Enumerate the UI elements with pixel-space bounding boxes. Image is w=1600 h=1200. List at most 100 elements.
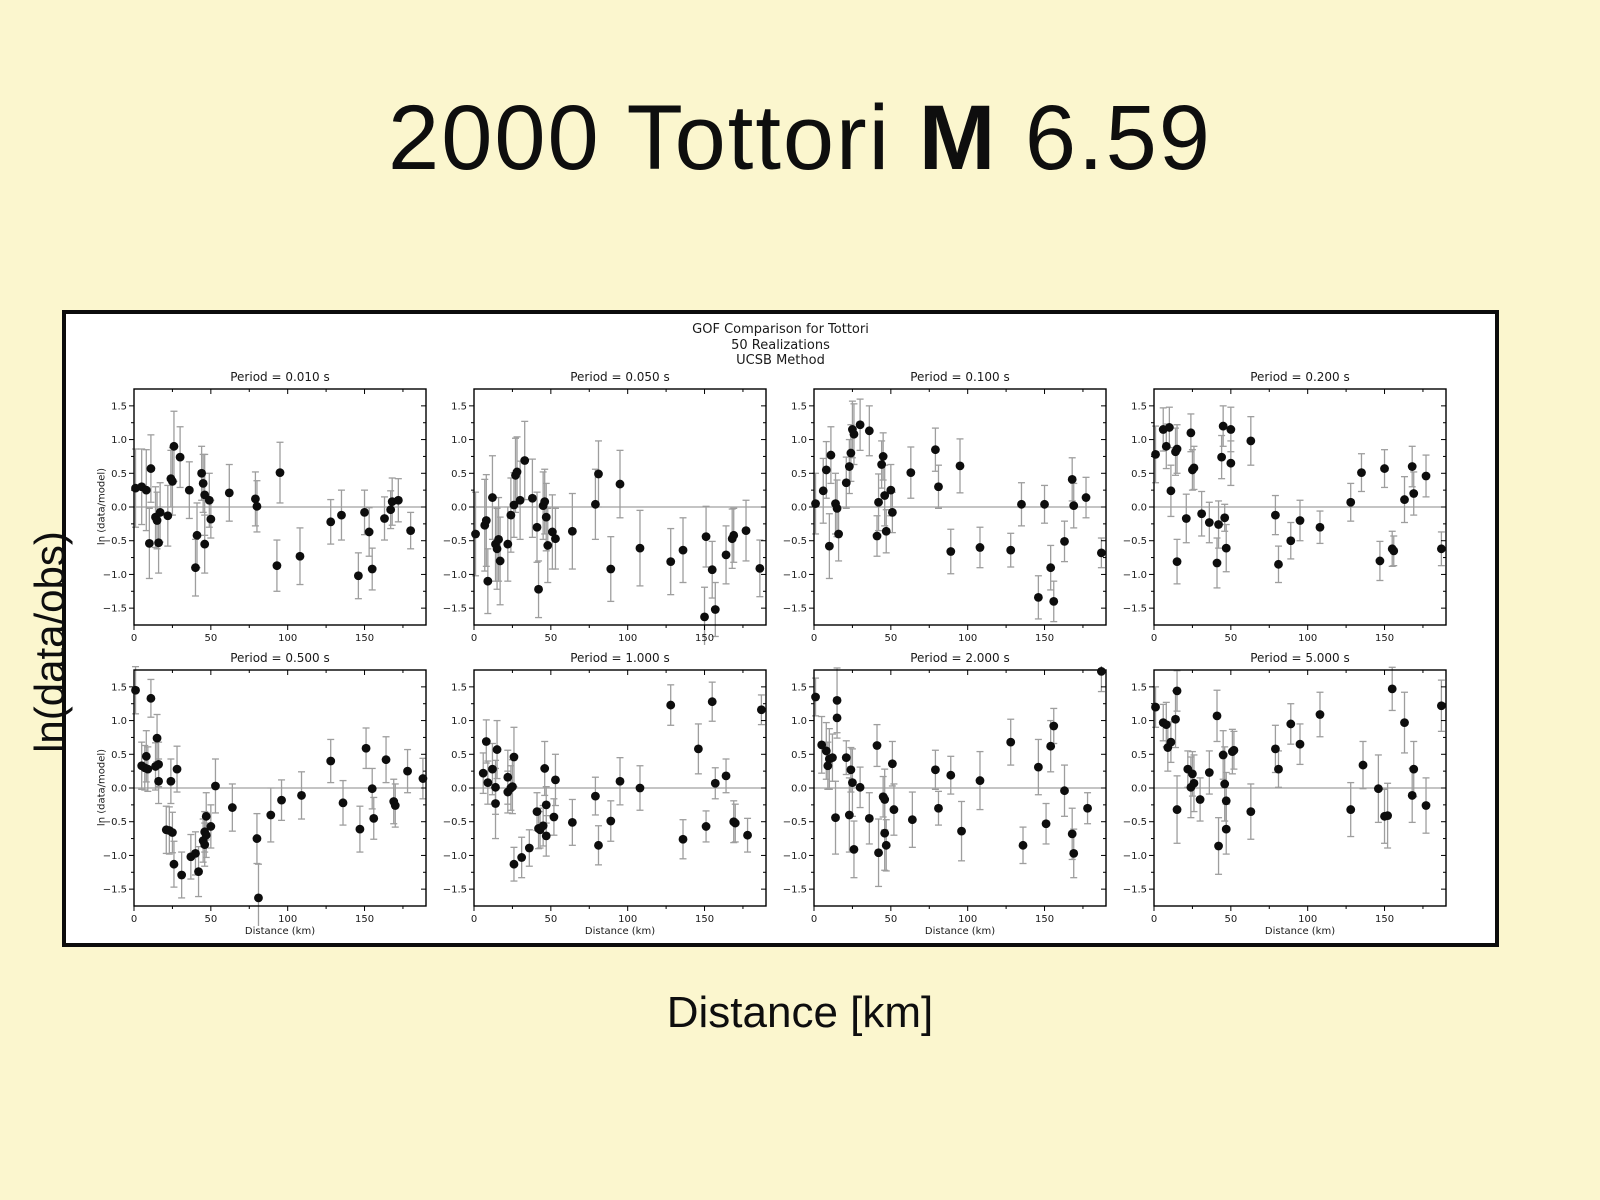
svg-text:0.0: 0.0	[1131, 503, 1147, 514]
figure-title-line-2: 50 Realizations	[731, 337, 830, 353]
svg-text:−1.0: −1.0	[783, 851, 807, 862]
svg-text:150: 150	[695, 914, 714, 925]
svg-text:−0.5: −0.5	[783, 817, 807, 828]
svg-text:50: 50	[1224, 633, 1237, 644]
svg-text:0: 0	[1151, 633, 1157, 644]
svg-text:1.5: 1.5	[451, 682, 467, 693]
scatter-plot: 0 50 100 150 1.5 1.0 0.5 0.0 −0.5 −1.0 −1.5	[443, 669, 767, 925]
svg-text:50: 50	[884, 914, 897, 925]
svg-text:1.0: 1.0	[791, 435, 807, 446]
subplot-title: Period = 0.010 s	[230, 370, 330, 384]
svg-text:50: 50	[1224, 914, 1237, 925]
svg-text:50: 50	[544, 914, 557, 925]
figure-title: GOF Comparison for Tottori 50 Realizatio…	[66, 322, 1495, 369]
x-axis-label: Distance (km)	[584, 926, 656, 937]
subplot-title: Period = 0.200 s	[1250, 370, 1350, 384]
subplot-title: Period = 0.100 s	[910, 370, 1010, 384]
subplot-period-0.010s: ln (data/model) Period = 0.010 s 0 50 100 1…	[94, 370, 434, 645]
svg-text:100: 100	[1298, 633, 1317, 644]
subplot-title: Period = 0.050 s	[570, 370, 670, 384]
svg-text:0: 0	[131, 633, 137, 644]
svg-text:1.0: 1.0	[1131, 435, 1147, 446]
scatter-plot: 0 50 100 150 1.5 1.0 0.5 0.0 −0.5 −1.0 −1.5	[783, 666, 1107, 925]
svg-text:50: 50	[544, 633, 557, 644]
magnitude-symbol: M	[918, 87, 998, 189]
subplot-period-0.050s: Period = 0.050 s 0 50 100 150 1.5 1.0 0.5 0.0 −0…	[434, 370, 774, 645]
svg-text:−1.0: −1.0	[1123, 851, 1147, 862]
subplot-period-0.100s: Period = 0.100 s 0 50 100 150 1.5 1.0 0.5 0.0 −0…	[774, 370, 1114, 645]
svg-text:−0.5: −0.5	[783, 536, 807, 547]
svg-text:150: 150	[1375, 914, 1394, 925]
svg-text:−1.5: −1.5	[443, 604, 467, 615]
scatter-plot: 0 50 100 150 1.5 1.0 0.5 0.0 −0.5 −1.0 −1.5	[1123, 388, 1447, 644]
svg-text:1.5: 1.5	[1131, 682, 1147, 693]
x-axis-label: Distance (km)	[1264, 926, 1336, 937]
svg-text:0.0: 0.0	[791, 503, 807, 514]
svg-text:1.5: 1.5	[451, 401, 467, 412]
svg-text:0.5: 0.5	[791, 469, 807, 480]
figure-title-line-3: UCSB Method	[736, 353, 825, 369]
svg-text:−0.5: −0.5	[1123, 817, 1147, 828]
scatter-plot: 0 50 100 150 1.5 1.0 0.5 0.0 −0.5 −1.0 −1.5	[443, 388, 767, 645]
svg-text:50: 50	[204, 914, 217, 925]
svg-text:100: 100	[958, 633, 977, 644]
svg-text:150: 150	[1035, 633, 1054, 644]
y-axis-label: ln (data/model)	[96, 467, 108, 546]
svg-text:−1.0: −1.0	[443, 570, 467, 581]
svg-text:0.0: 0.0	[791, 784, 807, 795]
svg-text:1.0: 1.0	[451, 435, 467, 446]
slide-title-prefix: 2000 Tottori	[388, 87, 919, 189]
subplot-period-0.500s: ln (data/model) Period = 0.500 s 0 50 100 1…	[94, 651, 434, 940]
subplot-title: Period = 2.000 s	[910, 651, 1010, 665]
subplot-title: Period = 1.000 s	[570, 651, 670, 665]
svg-text:100: 100	[618, 914, 637, 925]
svg-text:−0.5: −0.5	[1123, 536, 1147, 547]
svg-text:100: 100	[958, 914, 977, 925]
figure-title-line-1: GOF Comparison for Tottori	[692, 322, 869, 337]
svg-text:150: 150	[355, 633, 374, 644]
svg-text:50: 50	[204, 633, 217, 644]
svg-text:1.0: 1.0	[451, 716, 467, 727]
svg-text:0.5: 0.5	[1131, 469, 1147, 480]
svg-text:0: 0	[471, 633, 477, 644]
svg-text:1.5: 1.5	[791, 401, 807, 412]
svg-text:0.0: 0.0	[451, 784, 467, 795]
svg-text:−1.5: −1.5	[783, 885, 807, 896]
svg-text:0: 0	[811, 914, 817, 925]
svg-text:0.5: 0.5	[111, 750, 127, 761]
svg-text:0: 0	[811, 633, 817, 644]
svg-text:0.0: 0.0	[451, 503, 467, 514]
svg-text:−1.5: −1.5	[1123, 885, 1147, 896]
svg-text:−1.0: −1.0	[1123, 570, 1147, 581]
svg-text:100: 100	[278, 633, 297, 644]
svg-text:150: 150	[1035, 914, 1054, 925]
svg-text:0: 0	[131, 914, 137, 925]
svg-text:1.5: 1.5	[1131, 401, 1147, 412]
svg-text:0.0: 0.0	[111, 784, 127, 795]
scatter-plot: 0 50 100 150 1.5 1.0 0.5 0.0 −0.5 −1.0 −1.5	[103, 666, 428, 926]
svg-text:−1.0: −1.0	[783, 570, 807, 581]
slide-title: 2000 Tottori M 6.59	[0, 86, 1600, 191]
svg-text:100: 100	[618, 633, 637, 644]
outer-y-axis-label: ln(data/obs)	[26, 531, 73, 753]
scatter-plot: 0 50 100 150 1.5 1.0 0.5 0.0 −0.5 −1.0 −1.5	[103, 388, 427, 644]
slide-title-suffix: 6.59	[997, 87, 1212, 189]
subplot-grid: ln (data/model) Period = 0.010 s 0 50 100 1…	[94, 370, 1454, 940]
scatter-plot: 0 50 100 150 1.5 1.0 0.5 0.0 −0.5 −1.0 −1.5	[783, 388, 1107, 644]
svg-text:150: 150	[695, 633, 714, 644]
svg-text:0.0: 0.0	[111, 503, 127, 514]
scatter-plot: 0 50 100 150 1.5 1.0 0.5 0.0 −0.5 −1.0 −1.5	[1123, 666, 1447, 925]
svg-text:1.5: 1.5	[111, 682, 127, 693]
svg-text:0.5: 0.5	[451, 469, 467, 480]
svg-text:150: 150	[355, 914, 374, 925]
x-axis-label: Distance (km)	[924, 926, 996, 937]
subplot-title: Period = 5.000 s	[1250, 651, 1350, 665]
svg-text:1.5: 1.5	[791, 682, 807, 693]
svg-text:−0.5: −0.5	[443, 817, 467, 828]
x-axis-label: Distance (km)	[244, 926, 316, 937]
svg-text:1.0: 1.0	[1131, 716, 1147, 727]
gof-figure-panel: GOF Comparison for Tottori 50 Realizatio…	[62, 310, 1499, 947]
svg-text:1.0: 1.0	[111, 716, 127, 727]
svg-text:0.5: 0.5	[791, 750, 807, 761]
